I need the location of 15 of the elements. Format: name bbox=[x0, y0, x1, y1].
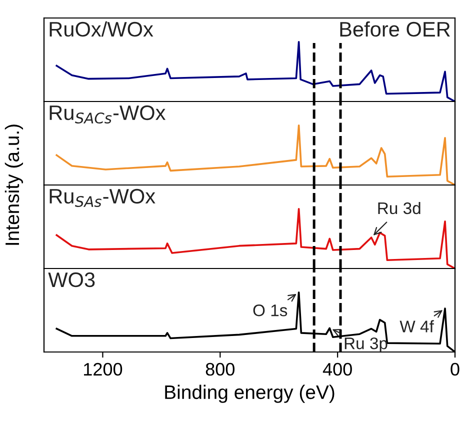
x-tick-label: 1200 bbox=[84, 362, 122, 376]
annotation: W 4f bbox=[400, 320, 434, 332]
x-axis-title: Binding energy (eV) bbox=[165, 384, 334, 403]
y-axis-title: Intensity (a.u.) bbox=[4, 124, 24, 245]
series-label: RuOx/WOx bbox=[50, 21, 154, 37]
annotation: O 1s bbox=[253, 304, 288, 316]
series-label: Ru$_{SAs}$-WOx bbox=[50, 188, 156, 208]
x-tick-label: 800 bbox=[206, 362, 234, 376]
x-tick-label: 400 bbox=[322, 362, 352, 376]
text: WO3 bbox=[48, 272, 95, 288]
text: Before OER bbox=[340, 21, 450, 37]
series-label: Ru$_{SACs}$-WOx bbox=[50, 105, 166, 124]
x-tick-label: 0 bbox=[450, 362, 460, 376]
annotation: Ru 3p bbox=[344, 337, 388, 353]
annotation: Ru 3d bbox=[378, 202, 420, 214]
